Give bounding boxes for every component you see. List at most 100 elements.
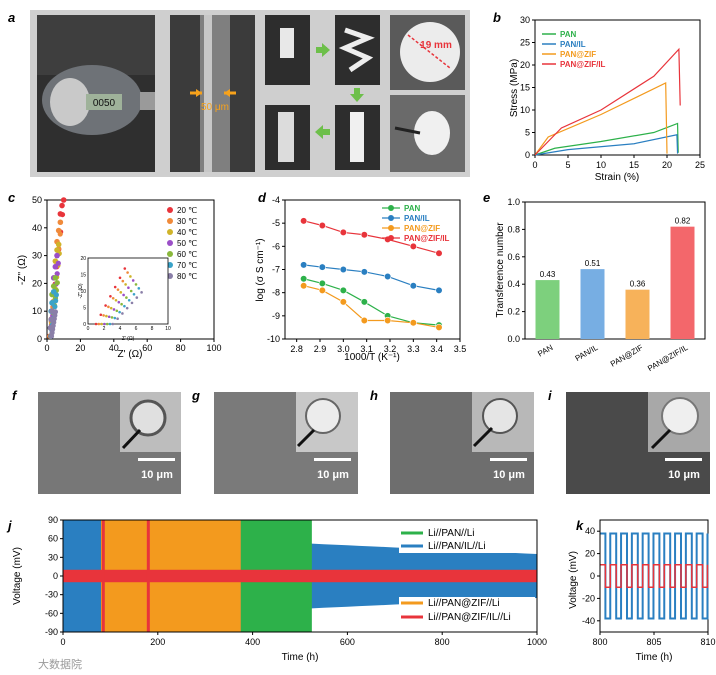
k-ytick-0: -40 [582,616,595,626]
panel-c-xlabel: Z' (Ω) [118,349,143,360]
c-inset-point-2-5 [124,283,127,286]
d-point-2-4 [384,316,392,325]
panel-c-inset-xlabel: Z' (Ω) [122,336,135,342]
c-inset-point-0-2 [104,304,107,307]
c-inset-xtick-4: 8 [151,326,154,332]
b-xtick-4: 20 [662,160,672,170]
j-legend-bg-3 [399,611,535,624]
e-ytick-0: 0.0 [507,334,520,344]
j-ytick-0: -90 [45,627,58,637]
c-inset-point-0-3 [109,294,112,298]
panel-k-ylabel: Voltage (mV) [568,551,579,609]
c-ytick-2: 20 [32,278,42,288]
d-point-3-0 [300,217,308,225]
c-point-0-x2 [60,197,67,203]
k-ytick-2: 0 [590,571,595,581]
j-legend-3: Li//PAN@ZIF/IL//Li [428,612,511,623]
c-point-3-6 [54,271,60,277]
c-inset-point-3-5 [127,286,130,290]
j-xtick-4: 800 [435,637,450,647]
j-ytick-6: 90 [48,515,58,525]
c-inset-series-0 [94,267,127,326]
panel-letter-a: a [8,10,15,25]
c-xtick-1: 20 [75,343,85,353]
c-inset-point-3-2 [112,308,116,311]
panel-h: h 10 μm [370,388,534,494]
d-ytick-3: -7 [272,265,280,275]
c-series-6 [47,308,59,339]
j-xtick-3: 600 [340,637,355,647]
e-bar-2 [625,289,650,339]
j-xtick-2: 400 [245,637,260,647]
panel-d-axes [284,199,461,340]
d-xtick-4: 3.2 [384,344,397,354]
c-inset-point-1-5 [121,279,125,283]
c-inset-point-4-5 [129,289,133,293]
panel-b-ylabel: Stress (MPa) [509,59,520,117]
d-point-1-1 [318,263,326,271]
c-legend-6: 80 ℃ [177,272,197,281]
thickness-label: 50 μm [201,102,229,113]
b-series-1 [534,134,679,156]
b-legend-1: PAN/IL [560,40,586,49]
c-legend-swatch-3 [167,240,173,246]
c-inset-point-1-4 [116,288,120,291]
c-inset-point-4-6 [134,283,138,286]
c-inset-point-4-2 [115,309,119,313]
e-ytick-4: 0.8 [507,224,520,234]
d-xtick-2: 3.0 [337,344,350,354]
b-ytick-3: 15 [520,83,530,93]
c-inset-point-5-6 [137,287,141,290]
panel-letter-g: g [191,388,200,403]
c-inset-point-6-3 [125,306,129,310]
scale-bar-i: 10 μm [668,469,700,481]
c-point-6-x2 [49,308,55,315]
d-point-2-0 [300,282,308,290]
c-ytick-3: 30 [32,251,42,261]
d-point-2-6 [435,323,443,332]
c-inset-series-1 [97,271,129,326]
k-ytick-1: -20 [582,593,595,603]
c-point-5-x2 [50,288,57,295]
c-legend-swatch-6 [167,273,173,279]
k-xtick-2: 810 [700,637,715,647]
b-legend-2: PAN@ZIF [560,50,596,59]
b-legend-3: PAN@ZIF/IL [560,60,606,69]
panel-letter-b: b [493,10,501,25]
panel-k-xlabel: Time (h) [636,652,673,663]
d-legend-2: PAN@ZIF [404,224,440,233]
c-inset-series-2 [100,275,132,326]
e-bar-0 [535,280,560,339]
c-inset-ytick-0: 0 [83,322,86,328]
c-inset-point-5-3 [123,304,126,308]
d-xtick-1: 2.9 [314,344,327,354]
c-inset-series-3 [103,279,135,326]
e-bar-3 [670,226,695,339]
e-value-3: 0.82 [675,217,691,226]
c-point-3-x1 [52,263,59,270]
e-bar-1 [580,269,605,339]
panel-i: i 10 μm [548,388,710,494]
d-point-1-4 [384,272,392,281]
c-point-2-x2 [55,241,62,248]
c-inset-point-6-4 [130,301,134,305]
c-inset-series-5 [108,287,141,326]
e-value-0: 0.43 [540,270,556,279]
j-ytick-3: 0 [53,571,58,581]
b-xtick-2: 10 [596,160,606,170]
c-inset-point-3-6 [131,279,135,282]
j-legend-2: Li//PAN@ZIF//Li [428,598,500,609]
panel-j-xlabel: Time (h) [282,652,319,663]
d-point-2-1 [318,286,326,294]
c-legend-swatch-0 [167,207,173,213]
panel-g: g 10 μm [191,388,358,494]
panel-d: d 2.8 2.9 3.0 3.1 3.2 3.3 3.4 3.5 -10 -9 -8 -7 -6 -5… [255,190,466,363]
d-legend-3: PAN@ZIF/IL [404,234,450,243]
panel-letter-c: c [8,190,16,205]
b-xtick-0: 0 [532,160,537,170]
c-point-4-7 [54,280,60,286]
d-point-3-5 [409,242,417,250]
c-inset-point-6-5 [135,296,139,299]
